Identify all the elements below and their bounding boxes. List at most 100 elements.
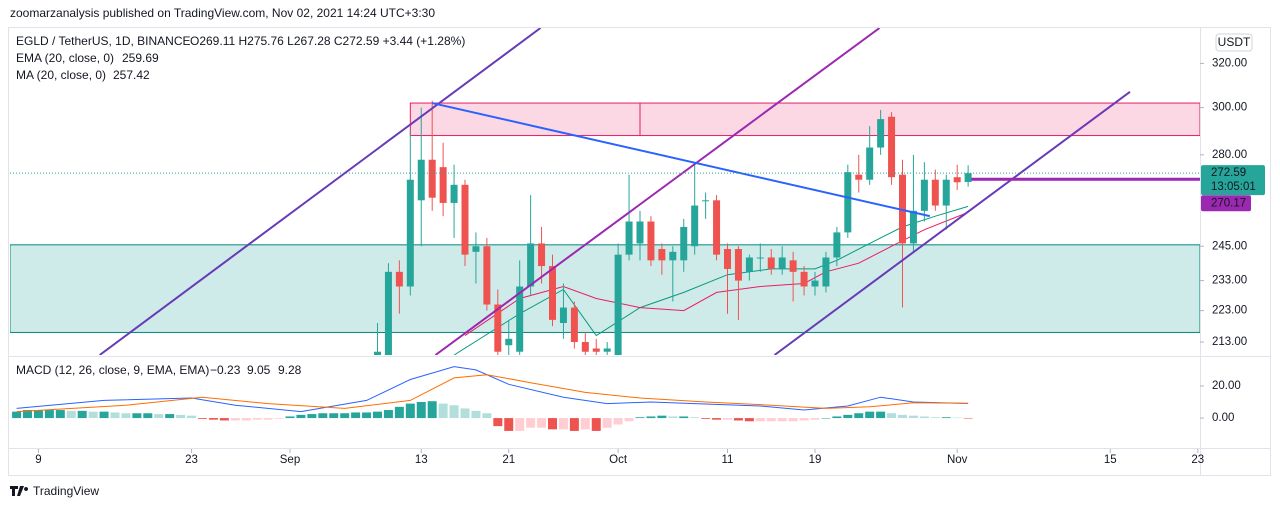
candle-body [527, 243, 535, 287]
last-price-label: 272.59 [1211, 167, 1246, 179]
histogram-bar [821, 418, 831, 419]
candle-body [516, 286, 524, 352]
symbol: EGLD / TetherUS, 1D, BINANCE [16, 34, 191, 48]
histogram-bar [143, 413, 153, 419]
histogram-bar [110, 412, 120, 419]
candle-body [494, 304, 502, 352]
x-tick-label: 11 [722, 454, 734, 466]
histogram-bar [898, 414, 907, 419]
histogram-bar [165, 414, 175, 419]
histogram-bar [624, 418, 634, 422]
macd-label: MACD (12, 26, close, 9, EMA, EMA) [16, 363, 209, 377]
histogram-bar [394, 406, 404, 419]
zone [10, 244, 1200, 333]
histogram-bar [952, 417, 962, 419]
histogram-bar [591, 418, 601, 431]
histogram-bar [340, 413, 350, 419]
candle-body [713, 200, 721, 255]
trend-line [773, 91, 1131, 355]
level-label: 270.17 [1211, 197, 1246, 209]
candle-body [909, 210, 917, 244]
histogram-bar [908, 415, 918, 419]
x-tick-label: Nov [947, 454, 968, 466]
y-tick-label: 0.00 [1212, 412, 1234, 424]
y-tick-label: 213.00 [1212, 336, 1247, 348]
histogram-bar [843, 414, 853, 419]
x-tick-label: 15 [1104, 454, 1117, 466]
trend-line [99, 28, 542, 355]
candle-body [658, 249, 666, 261]
candle-body [855, 174, 863, 180]
candle-body [669, 251, 677, 261]
candle-body [625, 221, 633, 255]
candle-body [734, 249, 742, 281]
candle-body [603, 348, 611, 352]
price-pane [10, 28, 1200, 355]
histogram-bar [285, 416, 295, 419]
histogram-bar [668, 416, 678, 419]
x-tick-label: Sep [280, 454, 300, 466]
candle-body [800, 271, 808, 287]
candle-body [789, 260, 797, 272]
histogram-bar [723, 418, 732, 420]
histogram-bar [580, 418, 590, 430]
candle-body [472, 246, 480, 252]
histogram-bar [865, 411, 875, 419]
x-tick-label: 21 [502, 454, 515, 466]
logo [10, 486, 29, 496]
histogram-bar [558, 418, 568, 430]
candle-body [931, 179, 939, 206]
histogram-bar [493, 418, 503, 427]
candle-body [866, 147, 874, 180]
candle-body [450, 184, 458, 203]
histogram-bar [263, 418, 273, 420]
histogram-bar [810, 418, 820, 420]
histogram-bar [941, 417, 951, 419]
histogram-bar [777, 418, 787, 422]
ema-label: EMA (20, close, 0) [16, 51, 114, 65]
histogram-bar [755, 418, 765, 422]
histogram-bar [307, 414, 317, 419]
histogram-bar [733, 418, 743, 421]
macd-line [16, 374, 969, 413]
macd-reading: −0.23 [210, 363, 241, 377]
currency[interactable]: USDT [1218, 35, 1251, 49]
histogram-bar [701, 418, 711, 419]
y-tick-label: 280.00 [1212, 149, 1247, 161]
zone [639, 102, 1200, 137]
histogram-bar [569, 418, 579, 431]
candle-body [964, 173, 972, 182]
macd-reading: 9.28 [278, 363, 302, 377]
histogram-bar [526, 418, 536, 428]
histogram-bar [744, 418, 754, 422]
last-price-box [1201, 165, 1265, 196]
histogram-bar [88, 411, 98, 419]
histogram-bar [537, 418, 547, 428]
ma-value: 257.42 [113, 68, 150, 82]
histogram-bar [208, 418, 218, 420]
candle-body [822, 257, 830, 287]
trend-line [434, 28, 881, 355]
candle-body [417, 159, 425, 201]
histogram-bar [44, 410, 54, 419]
candle-body [920, 179, 928, 211]
zone [409, 102, 641, 137]
candle-body [439, 167, 447, 203]
candle-body [953, 177, 961, 183]
histogram-bar [132, 413, 142, 419]
histogram-bar [438, 403, 448, 419]
ma-label: MA (20, close, 0) [16, 68, 106, 82]
candle-body [647, 221, 655, 261]
histogram-bar [318, 413, 328, 419]
candle-body [767, 257, 775, 269]
histogram-bar [296, 414, 306, 419]
histogram-bar [548, 418, 557, 430]
candle-body [877, 119, 885, 148]
histogram-bar [154, 414, 164, 419]
candle-body [680, 226, 688, 261]
candle-body [570, 307, 578, 343]
x-tick-label: Oct [609, 454, 628, 466]
histogram-bar [799, 418, 809, 421]
currency-button[interactable] [1215, 33, 1253, 52]
y-tick-label: 233.00 [1212, 275, 1247, 287]
